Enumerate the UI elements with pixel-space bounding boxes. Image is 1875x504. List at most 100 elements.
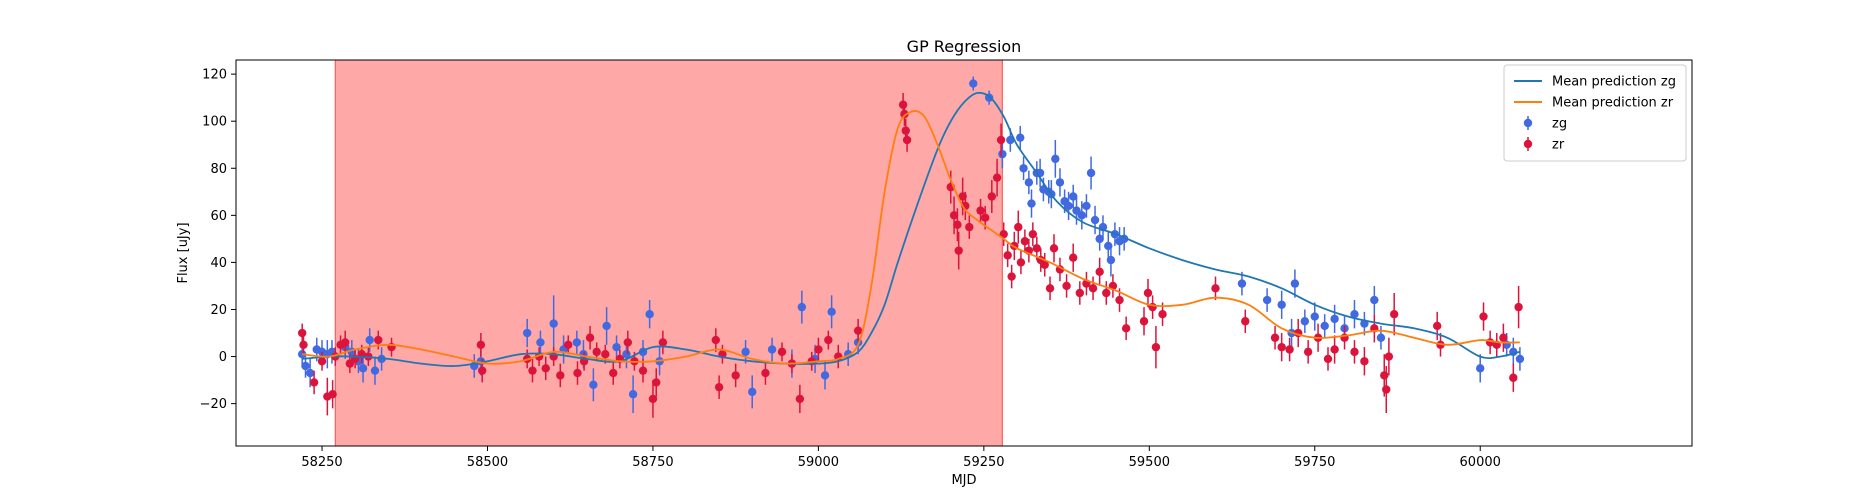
series-zr-point: [999, 229, 1008, 239]
series-zr-point: [1323, 354, 1333, 364]
series-zr-point: [1003, 251, 1012, 260]
series-zr-point: [795, 394, 805, 404]
series-zr-point: [1121, 324, 1131, 333]
series-zr-point: [777, 347, 787, 357]
series-zg-point: [797, 302, 807, 312]
series-zr-point: [987, 192, 996, 201]
series-zg-point: [305, 368, 315, 378]
series-zr-point: [564, 340, 573, 349]
series-zr-point: [898, 100, 908, 109]
series-zg-point: [827, 307, 836, 317]
series-zr-point: [528, 366, 537, 375]
series-zr-point: [1049, 244, 1059, 253]
series-zr-point: [902, 135, 912, 145]
series-zr-point: [658, 338, 668, 347]
legend: Mean prediction zg Mean prediction zr zg zr: [1503, 64, 1687, 162]
series-zr-point: [1270, 333, 1280, 342]
series-zg-point: [767, 345, 777, 354]
x-ticks: 58250 58500 58750 59000 59250 59500 59750 60000: [301, 446, 1501, 470]
legend-box: [1503, 64, 1687, 162]
legend-entry: Mean prediction zg: [1514, 75, 1676, 90]
series-zg-point: [969, 79, 978, 88]
series-zr-point: [1330, 345, 1339, 354]
series-zr-point: [638, 366, 648, 375]
axes-frame: [235, 59, 1693, 447]
series-zg-point: [1262, 295, 1272, 305]
series-zr-point: [953, 220, 962, 229]
series-zg-point: [1330, 314, 1339, 324]
legend-label: Mean prediction zr: [1552, 96, 1674, 111]
series-zg-point: [1086, 168, 1096, 178]
series-zr-point: [1285, 345, 1294, 354]
series-zr-point: [1350, 347, 1359, 357]
series-zr-point: [1380, 371, 1389, 380]
series-zr-point: [309, 378, 319, 387]
mean-prediction-lines: [302, 91, 1521, 367]
series-zg-point: [1064, 201, 1073, 211]
series-zg-point: [1077, 211, 1087, 220]
series-zg-point: [1069, 192, 1078, 201]
series-zr-point: [976, 206, 985, 215]
legend-entry: zr: [1523, 137, 1565, 153]
series-zr-point: [1143, 288, 1153, 298]
series-zg-point: [998, 149, 1007, 159]
series-zg-point: [1095, 234, 1104, 244]
series-zr-point: [374, 335, 383, 345]
series-zg-point: [1515, 354, 1525, 364]
series-zg-point: [622, 350, 631, 359]
series-zr-point: [1045, 284, 1055, 293]
series-zr-point: [996, 135, 1006, 145]
series-zg-point: [1082, 201, 1091, 211]
series-zr-point: [652, 378, 661, 387]
series-zr-point: [1158, 309, 1167, 319]
series-zg-point: [1090, 215, 1100, 225]
legend-swatch-marker: [1523, 118, 1533, 128]
series-zr-point: [476, 340, 486, 349]
y-tick-label: −20: [200, 397, 227, 412]
series-zr-point: [1016, 258, 1026, 267]
series-zr-point: [1479, 312, 1488, 321]
series-zr-point: [623, 338, 632, 347]
series-zr-point: [1075, 288, 1085, 298]
series-zr-point: [299, 340, 308, 349]
series-zr-point: [954, 246, 963, 255]
shaded-region: [335, 60, 1003, 446]
series-zr-point: [297, 328, 307, 338]
series-zg-point: [370, 366, 380, 375]
series-zg-point: [1106, 255, 1116, 265]
y-tick-label: 120: [202, 68, 227, 83]
series-zg-point: [741, 347, 750, 357]
series-zr-point: [648, 394, 658, 404]
series-zg-point: [1024, 178, 1034, 187]
series-zr-point: [1389, 309, 1399, 319]
series-zg-point: [1476, 364, 1485, 373]
series-zg-point: [365, 335, 374, 345]
series-zr-point: [1277, 342, 1286, 352]
series-zr-point: [1088, 284, 1098, 293]
x-tick-label: 60000: [1460, 455, 1501, 470]
series-zr-point: [1028, 229, 1038, 239]
x-axis-label: MJD: [951, 473, 976, 488]
series-zg-point: [1016, 133, 1025, 142]
series-zr-point: [761, 368, 770, 378]
series-zr-point: [1102, 288, 1111, 298]
line-mean-prediction-zr: [302, 110, 1520, 365]
series-zr-point: [1509, 373, 1518, 382]
chart-title: GP Regression: [907, 37, 1022, 56]
series-zg-point: [612, 342, 621, 352]
series-zr-point: [1032, 244, 1042, 253]
series-zr-point: [541, 364, 550, 373]
series-zr-point: [1020, 237, 1030, 246]
series-zg-point: [1019, 164, 1028, 173]
x-tick-label: 58750: [632, 455, 673, 470]
series-zr-point: [1095, 267, 1104, 277]
series-zr-point: [853, 326, 863, 335]
series-zg-point: [1027, 199, 1036, 208]
series-zg-point: [536, 338, 545, 347]
x-tick-label: 59250: [963, 455, 1004, 470]
y-ticks: −20 0 20 40 60 80 100 120: [200, 68, 236, 412]
series-zg-point: [645, 309, 654, 319]
series-zr-point: [1360, 357, 1369, 366]
